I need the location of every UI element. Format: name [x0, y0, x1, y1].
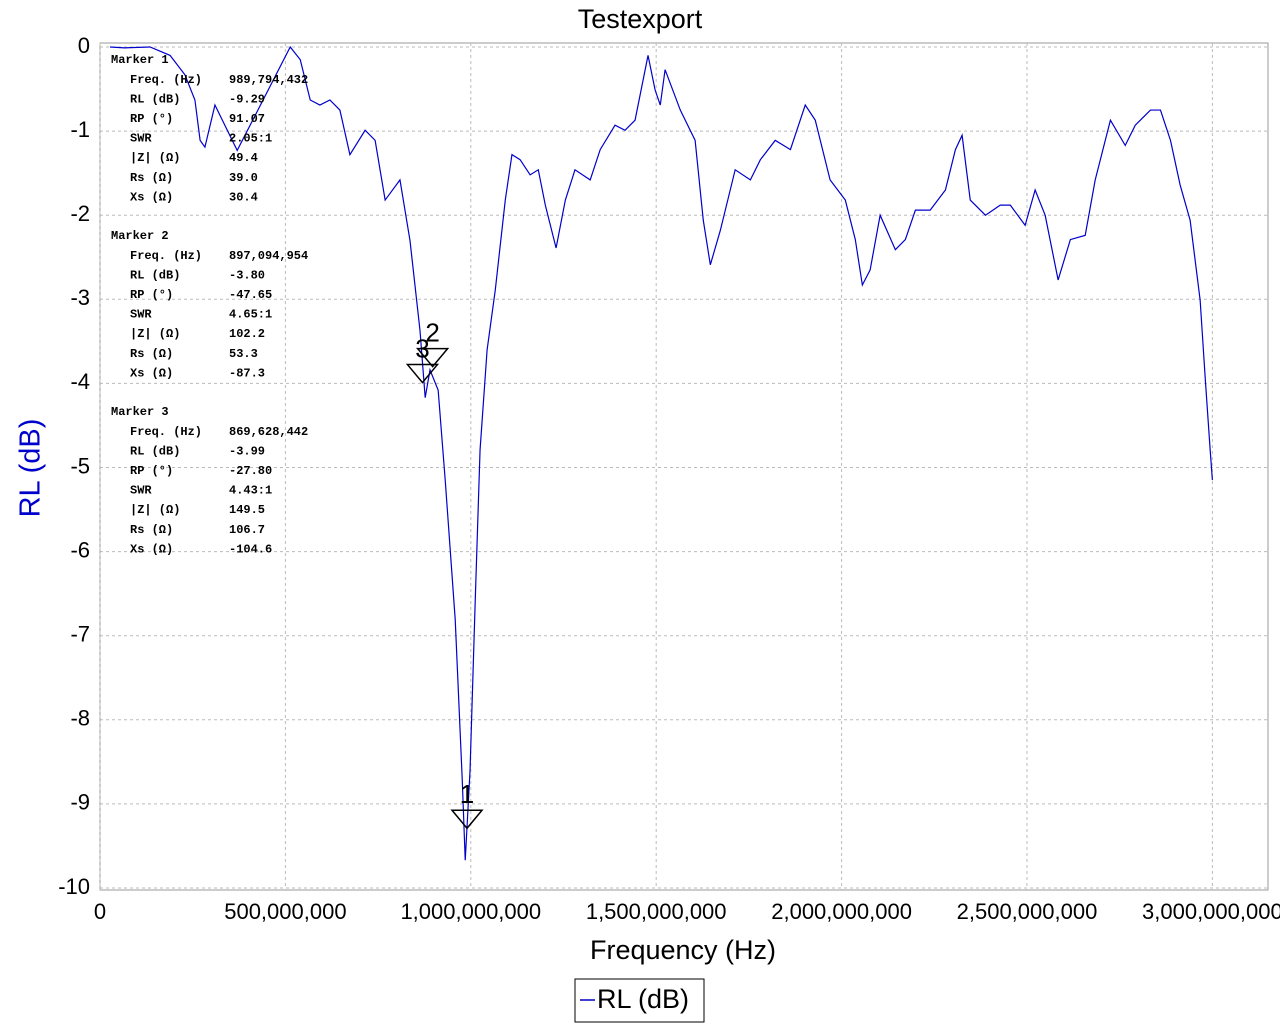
readout-name: Xs (Ω): [130, 366, 173, 380]
readout-name: Freq. (Hz): [130, 73, 202, 87]
legend-label: RL (dB): [597, 984, 689, 1014]
y-tick-label: -2: [70, 201, 90, 226]
readout-value: 989,794,432: [229, 73, 308, 87]
y-tick-label: -4: [70, 369, 90, 394]
readout-value: 30.4: [229, 190, 258, 204]
readout-value: 106.7: [229, 523, 265, 537]
readout-value: -3.99: [229, 444, 265, 458]
readout-value: 53.3: [229, 347, 258, 361]
readout-value: 39.0: [229, 171, 258, 185]
readout-name: RP (°): [130, 464, 173, 478]
readout-name: Xs (Ω): [130, 542, 173, 556]
y-tick-label: -3: [70, 285, 90, 310]
y-tick-label: -5: [70, 453, 90, 478]
legend: [574, 978, 705, 1023]
y-tick-label: -1: [70, 117, 90, 142]
readout-value: 869,628,442: [229, 425, 308, 439]
readout-name: RL (dB): [130, 92, 180, 106]
readout-value: -9.29: [229, 92, 265, 106]
readout-value: 49.4: [229, 151, 258, 165]
readout-value: 897,094,954: [229, 249, 308, 263]
y-axis-label: RL (dB): [15, 419, 47, 518]
readout-value: 4.43:1: [229, 484, 272, 498]
marker-label: 1: [460, 779, 474, 809]
readout-value: 149.5: [229, 503, 265, 517]
y-tick-label: -7: [70, 622, 90, 647]
y-tick-label: -6: [70, 537, 90, 562]
x-tick-label: 1,500,000,000: [586, 899, 727, 924]
readout-name: RL (dB): [130, 444, 180, 458]
readout-name: |Z| (Ω): [130, 151, 180, 165]
readout-name: Freq. (Hz): [130, 425, 202, 439]
readout-name: Xs (Ω): [130, 190, 173, 204]
y-tick-label: -8: [70, 706, 90, 731]
readout-name: Rs (Ω): [130, 523, 173, 537]
readout-name: RP (°): [130, 288, 173, 302]
readout-name: Rs (Ω): [130, 347, 173, 361]
readout-title: Marker 1: [111, 53, 169, 67]
readout-value: 102.2: [229, 327, 265, 341]
readout-name: SWR: [130, 132, 152, 146]
readout-value: -104.6: [229, 542, 272, 556]
readout-value: -87.3: [229, 366, 265, 380]
y-tick-label: 0: [78, 33, 90, 58]
readout-title: Marker 3: [111, 405, 169, 419]
readout-name: |Z| (Ω): [130, 327, 180, 341]
plot-frame: [99, 42, 1269, 891]
x-tick-label: 3,000,000,000: [1142, 899, 1280, 924]
y-tick-label: -10: [58, 874, 90, 899]
readout-name: RL (dB): [130, 268, 180, 282]
data-line: [109, 45, 1213, 861]
x-tick-label: 0: [94, 899, 106, 924]
x-axis-label: Frequency (Hz): [590, 935, 776, 965]
readout-name: |Z| (Ω): [130, 503, 180, 517]
readout-value: 4.65:1: [229, 308, 272, 322]
y-tick-label: -9: [70, 790, 90, 815]
readout-value: -3.80: [229, 268, 265, 282]
x-tick-label: 1,000,000,000: [400, 899, 541, 924]
readout-name: Freq. (Hz): [130, 249, 202, 263]
readout-name: Rs (Ω): [130, 171, 173, 185]
chart-title: Testexport: [578, 4, 703, 34]
readout-value: -47.65: [229, 288, 272, 302]
marker-triangle: [450, 809, 484, 830]
readout-name: SWR: [130, 484, 152, 498]
marker-label: 2: [425, 317, 439, 347]
marker-label: 3: [415, 333, 429, 363]
readout-value: 91.07: [229, 112, 265, 126]
readout-value: 2.05:1: [229, 132, 272, 146]
marker-triangle: [405, 363, 440, 384]
readout-title: Marker 2: [111, 229, 169, 243]
x-tick-label: 500,000,000: [224, 899, 346, 924]
marker-triangle: [416, 347, 450, 368]
readout-name: RP (°): [130, 112, 173, 126]
x-tick-label: 2,500,000,000: [957, 899, 1098, 924]
readout-value: -27.80: [229, 464, 272, 478]
readout-name: SWR: [130, 308, 152, 322]
x-tick-label: 2,000,000,000: [771, 899, 912, 924]
